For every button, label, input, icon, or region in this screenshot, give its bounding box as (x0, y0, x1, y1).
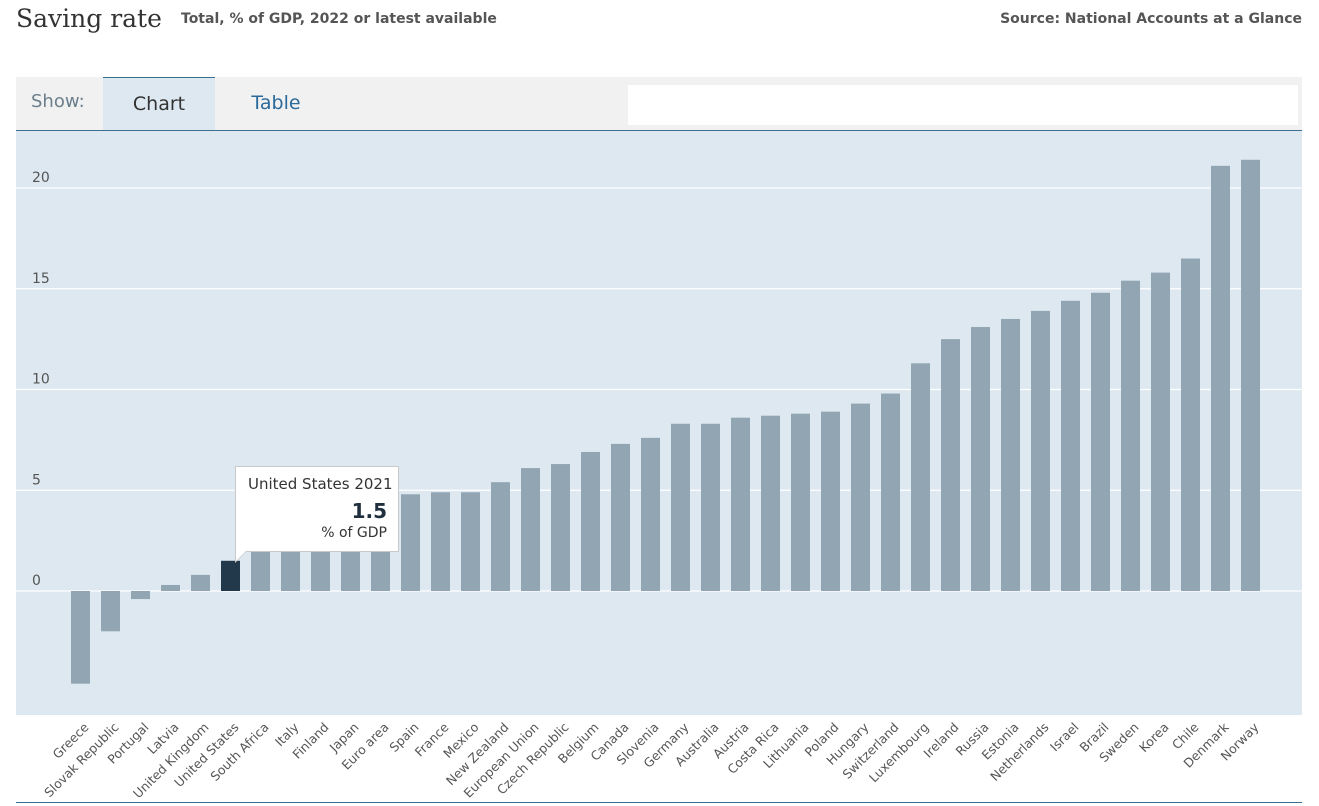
bar-greece[interactable] (71, 591, 90, 684)
bar-united-kingdom[interactable] (191, 574, 210, 591)
bar-france[interactable] (431, 492, 450, 591)
bar-european-union[interactable] (521, 468, 540, 591)
tab-table[interactable]: Table (251, 92, 301, 114)
bar-portugal[interactable] (131, 591, 150, 600)
y-tick-label: 0 (32, 573, 41, 589)
bar-sweden[interactable] (1121, 280, 1140, 591)
page-title: Saving rate (16, 4, 162, 33)
bar-latvia[interactable] (161, 584, 180, 591)
bar-belgium[interactable] (581, 451, 600, 591)
bar-germany[interactable] (671, 423, 690, 591)
tooltip-value: 1.5 (351, 499, 387, 523)
bar-finland[interactable] (311, 550, 330, 591)
bar-costa-rica[interactable] (761, 415, 780, 591)
bar-south-africa[interactable] (251, 550, 270, 591)
view-tab-bar: Show: Chart Table (16, 77, 1302, 131)
bar-slovak-republic[interactable] (101, 591, 120, 632)
bar-ireland[interactable] (941, 339, 960, 591)
y-tick-label: 5 (32, 472, 41, 488)
bar-japan[interactable] (341, 550, 360, 591)
bar-russia[interactable] (971, 327, 990, 591)
show-label: Show: (31, 91, 85, 112)
y-tick-label: 10 (32, 372, 50, 388)
bar-brazil[interactable] (1091, 292, 1110, 591)
bar-lithuania[interactable] (791, 413, 810, 591)
bar-canada[interactable] (611, 443, 630, 591)
chart-subtitle: Total, % of GDP, 2022 or latest availabl… (181, 11, 497, 27)
bar-chile[interactable] (1181, 258, 1200, 591)
source-note: Source: National Accounts at a Glance (1000, 11, 1302, 27)
tooltip: United States 2021 1.5 % of GDP (235, 466, 399, 563)
bar-poland[interactable] (821, 411, 840, 591)
y-tick-label: 15 (32, 271, 50, 287)
bottom-divider (16, 802, 1302, 803)
bar-estonia[interactable] (1001, 318, 1020, 591)
x-tick-label: Korea (1136, 720, 1172, 756)
tooltip-title: United States 2021 (248, 475, 393, 493)
tooltip-unit: % of GDP (321, 525, 387, 541)
bar-united-states[interactable] (221, 560, 240, 591)
plot-area (16, 131, 1302, 715)
bar-hungary[interactable] (851, 403, 870, 591)
y-tick-label: 20 (32, 170, 50, 186)
bar-switzerland[interactable] (881, 393, 900, 591)
bar-new-zealand[interactable] (491, 482, 510, 591)
bar-slovenia[interactable] (641, 437, 660, 591)
bar-luxembourg[interactable] (911, 363, 930, 591)
bar-israel[interactable] (1061, 300, 1080, 591)
bar-denmark[interactable] (1211, 165, 1230, 591)
bar-spain[interactable] (401, 494, 420, 591)
bar-norway[interactable] (1241, 159, 1260, 592)
bar-mexico[interactable] (461, 492, 480, 591)
bar-austria[interactable] (731, 417, 750, 591)
blank-panel (628, 85, 1298, 125)
bar-czech-republic[interactable] (551, 464, 570, 591)
bar-australia[interactable] (701, 423, 720, 591)
bar-korea[interactable] (1151, 272, 1170, 591)
bar-euro-area[interactable] (371, 550, 390, 591)
bar-netherlands[interactable] (1031, 310, 1050, 591)
bar-italy[interactable] (281, 550, 300, 591)
x-tick-label: Israel (1047, 720, 1082, 755)
tab-chart[interactable]: Chart (103, 77, 215, 130)
